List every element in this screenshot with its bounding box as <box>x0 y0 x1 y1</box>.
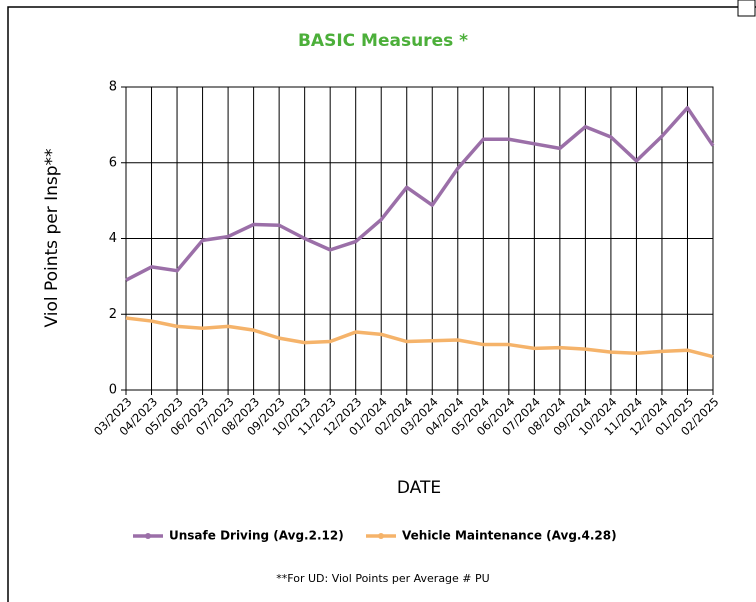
legend-marker <box>378 533 384 539</box>
y-tick-label: 2 <box>109 307 117 322</box>
legend-marker <box>145 533 151 539</box>
series-line <box>125 106 715 282</box>
series-line <box>125 316 714 359</box>
frame <box>7 6 756 602</box>
y-tick-label: 0 <box>109 383 117 398</box>
legend-label: Unsafe Driving (Avg.2.12) <box>169 529 344 543</box>
x-axis-label: DATE <box>397 478 441 498</box>
chart-title: BASIC Measures * <box>298 31 468 51</box>
legend-label: Vehicle Maintenance (Avg.4.28) <box>402 529 617 543</box>
y-tick-label: 6 <box>109 155 117 170</box>
corner-box <box>737 0 756 17</box>
footnote: **For UD: Viol Points per Average # PU <box>276 572 489 585</box>
y-tick-label: 4 <box>109 231 117 246</box>
y-axis-label: Viol Points per Insp** <box>42 148 62 327</box>
y-tick-label: 8 <box>109 80 117 95</box>
